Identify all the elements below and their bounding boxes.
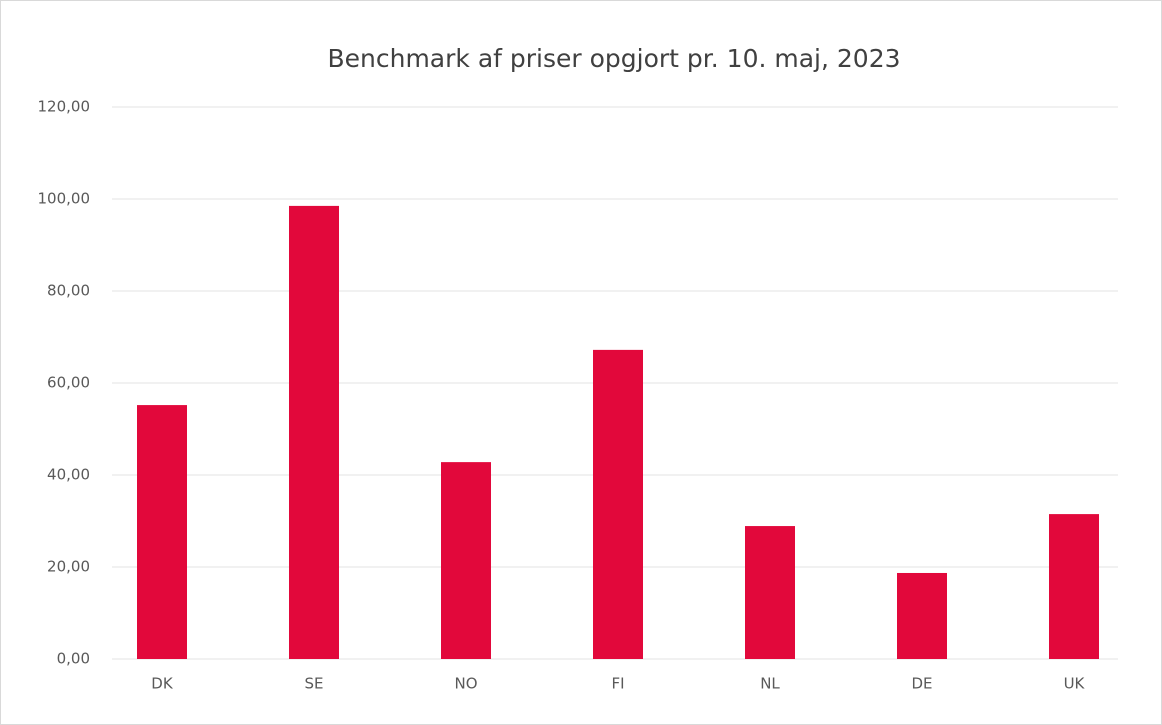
bar: [1049, 514, 1099, 659]
x-tick-label: DK: [151, 675, 174, 693]
x-tick-label: SE: [305, 675, 324, 693]
x-tick-label: NL: [760, 675, 780, 693]
chart-title: Benchmark af priser opgjort pr. 10. maj,…: [327, 44, 900, 73]
bar: [137, 405, 187, 659]
bar: [897, 572, 947, 659]
y-tick-label: 0,00: [57, 650, 90, 668]
y-tick-label: 100,00: [38, 190, 91, 208]
bar: [441, 462, 491, 659]
y-tick-label: 80,00: [47, 282, 90, 300]
y-tick-label: 60,00: [47, 374, 90, 392]
x-tick-label: UK: [1064, 675, 1086, 693]
y-tick-label: 120,00: [38, 98, 91, 116]
y-tick-label: 40,00: [47, 466, 90, 484]
y-tick-label: 20,00: [47, 558, 90, 576]
bar: [289, 205, 339, 659]
bar: [745, 526, 795, 659]
x-tick-label: DE: [911, 675, 932, 693]
x-tick-label: FI: [611, 675, 624, 693]
bar: [593, 349, 643, 659]
x-tick-label: NO: [454, 675, 477, 693]
